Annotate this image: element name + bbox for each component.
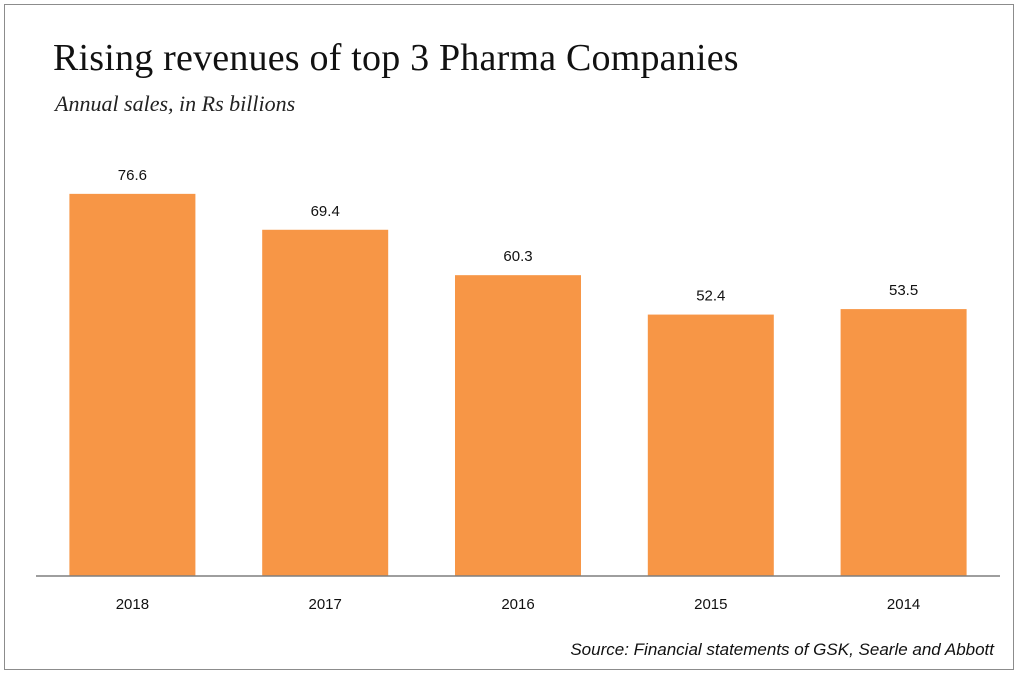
category-label-2018: 2018	[116, 596, 149, 613]
category-label-2015: 2015	[694, 596, 727, 613]
bars-group	[69, 193, 967, 576]
value-label-2018: 76.6	[118, 167, 147, 184]
value-label-2015: 52.4	[696, 288, 725, 305]
source-note: Source: Financial statements of GSK, Sea…	[570, 640, 994, 659]
bar-2015	[647, 314, 774, 576]
category-label-2016: 2016	[501, 596, 534, 613]
bar-2016	[455, 275, 581, 576]
chart-subtitle: Annual sales, in Rs billions	[55, 91, 296, 116]
bar-2018	[69, 193, 196, 576]
chart-title: Rising revenues of top 3 Pharma Companie…	[53, 37, 739, 79]
value-label-2014: 53.5	[889, 282, 918, 299]
bar-2017	[262, 229, 389, 576]
bar-2014	[840, 309, 967, 576]
value-labels-group: 76.6 69.4 60.3 52.4 53.5	[118, 167, 918, 305]
category-label-2017: 2017	[309, 596, 342, 613]
category-labels-group: 2018 2017 2016 2015 2014	[116, 596, 921, 613]
value-label-2017: 69.4	[311, 203, 340, 220]
category-label-2014: 2014	[887, 596, 920, 613]
value-label-2016: 60.3	[503, 248, 532, 265]
